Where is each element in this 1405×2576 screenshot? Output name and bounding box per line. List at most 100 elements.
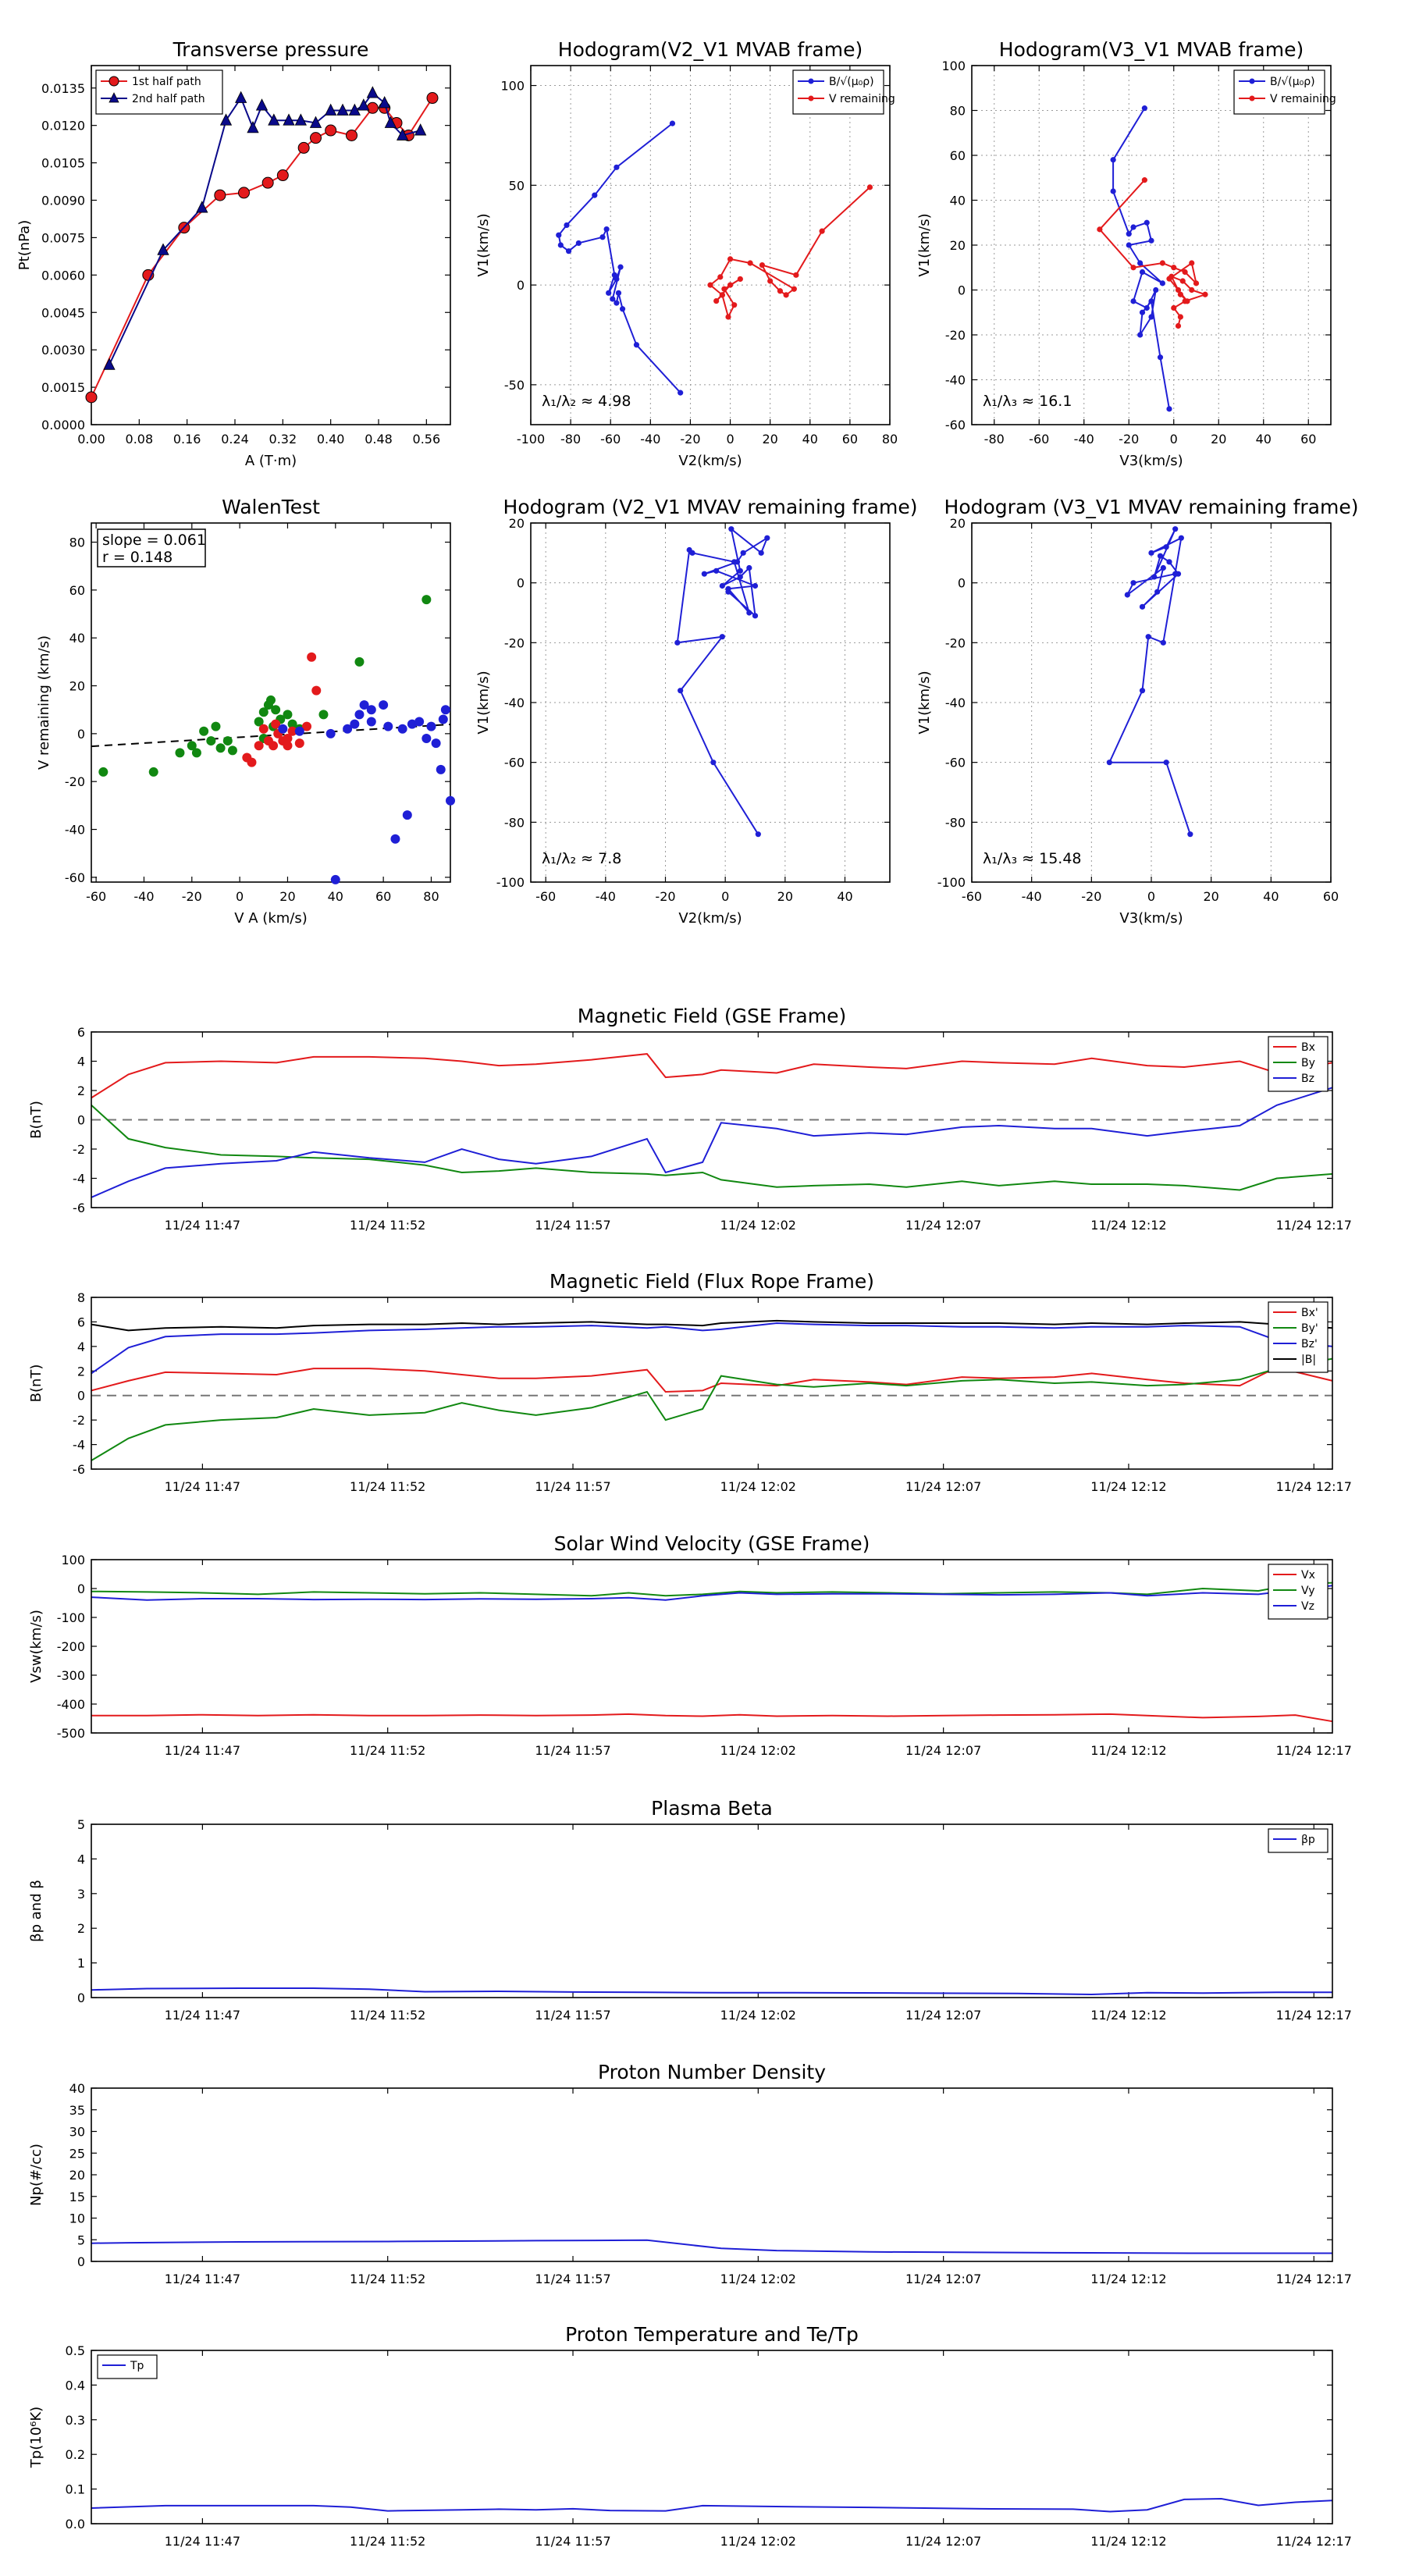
h3-xlabel: V2(km/s) xyxy=(678,910,742,927)
pt-marker-1st half path xyxy=(346,129,357,141)
h2-marker-B/√(μ₀ρ) xyxy=(1110,188,1116,194)
walen-point-blue xyxy=(436,764,446,774)
h2-marker-V remaining xyxy=(1175,322,1182,329)
np-time-tick-label: 11/24 12:17 xyxy=(1276,2272,1352,2286)
h2-marker-B/√(μ₀ρ) xyxy=(1148,298,1154,304)
pt-xlabel: A (T·m) xyxy=(245,453,297,469)
pt-marker-2nd half path xyxy=(325,103,337,116)
pt-marker-2nd half path xyxy=(196,201,208,213)
h3-marker-path xyxy=(737,568,743,574)
vsw-series-Vx xyxy=(91,1713,1333,1723)
h2-axes-frame xyxy=(971,65,1332,425)
walen-axes-frame xyxy=(91,522,451,883)
walen-xtick-label: -60 xyxy=(86,889,106,904)
pt-marker-1st half path xyxy=(297,141,310,154)
h3-series-path xyxy=(676,527,769,835)
h2-xtick-label: 20 xyxy=(1211,432,1226,447)
h2-marker-B/√(μ₀ρ) xyxy=(1139,269,1146,276)
h3-marker-path xyxy=(746,610,752,616)
walen-point-green xyxy=(215,743,226,753)
walen-point-green xyxy=(199,726,209,736)
h3-title: Hodogram (V2_V1 MVAV remaining frame) xyxy=(503,496,918,518)
h1-axes-frame xyxy=(530,65,891,425)
np-ylabel: Np(#/cc) xyxy=(28,2144,44,2206)
beta-axes-frame xyxy=(91,1823,1333,1998)
h2-ytick-label: -60 xyxy=(945,418,966,432)
mag-axes-frame xyxy=(91,1031,1333,1208)
h2-ytick-label: 100 xyxy=(941,59,966,73)
np-ytick-label: 30 xyxy=(69,2125,85,2140)
h3-axes-frame xyxy=(530,522,891,883)
pt-xtick-label: 0.00 xyxy=(77,432,105,447)
h4-ytick-label: -60 xyxy=(945,756,966,770)
h4-ytick-label: 20 xyxy=(950,516,966,531)
h4-xtick-label: 0 xyxy=(1147,889,1155,904)
h1-legend-label: V remaining xyxy=(829,93,895,105)
tp-ytick-label: 0.5 xyxy=(66,2343,85,2358)
walen-point-red xyxy=(307,652,317,662)
magfr-ytick-label: -6 xyxy=(73,1462,85,1477)
beta-time-tick-label: 11/24 11:47 xyxy=(165,2008,240,2023)
walen-point-red xyxy=(247,757,257,767)
h1-marker-V remaining xyxy=(777,288,784,294)
vsw-ytick-label: 0 xyxy=(77,1582,85,1596)
h4-xtick-label: 20 xyxy=(1203,889,1218,904)
h2-marker-B/√(μ₀ρ) xyxy=(1157,354,1164,361)
walen-point-green xyxy=(266,695,276,705)
mag-ytick-label: 4 xyxy=(77,1055,85,1069)
h1-xlabel: V2(km/s) xyxy=(678,453,742,469)
h1-marker-B/√(μ₀ρ) xyxy=(614,164,620,170)
h3-ytick-label: 20 xyxy=(509,516,525,531)
h2-marker-B/√(μ₀ρ) xyxy=(1130,298,1136,304)
h2-marker-B/√(μ₀ρ) xyxy=(1130,224,1136,230)
walen-point-green xyxy=(211,721,221,731)
h3-ytick-label: -80 xyxy=(504,815,525,830)
h3-marker-path xyxy=(737,574,743,580)
pt-series-2nd half path xyxy=(108,91,421,365)
tp-ytick-label: 0.2 xyxy=(66,2447,85,2462)
h4-ytick-label: 0 xyxy=(958,576,966,591)
beta-ylabel: βp and β xyxy=(28,1880,44,1942)
pt-legend-label: 2nd half path xyxy=(132,93,205,105)
h2-marker-V remaining xyxy=(1159,260,1165,266)
pt-axes-frame xyxy=(91,65,451,425)
mag-time-tick-label: 11/24 11:47 xyxy=(165,1218,240,1233)
h4-ytick-label: -40 xyxy=(945,696,966,710)
walen-xtick-label: 80 xyxy=(423,889,439,904)
h2-legend-label: B/√(μ₀ρ) xyxy=(1270,76,1315,88)
h3-marker-path xyxy=(764,535,770,541)
mag-legend-label: Bz xyxy=(1301,1073,1314,1085)
walen-point-green xyxy=(222,736,233,746)
pt-marker-2nd half path xyxy=(268,113,280,126)
magfr-time-tick-label: 11/24 11:57 xyxy=(535,1479,610,1494)
walen-ytick-label: 20 xyxy=(69,679,85,694)
np-ytick-label: 40 xyxy=(69,2081,85,2096)
magfr-series-By' xyxy=(91,1357,1333,1461)
np-ytick-label: 10 xyxy=(69,2211,85,2226)
magfr-series-|B| xyxy=(91,1319,1333,1332)
tp-title: Proton Temperature and Te/Tp xyxy=(565,2323,859,2346)
walen-xtick-label: 0 xyxy=(236,889,244,904)
h2-ytick-label: 60 xyxy=(950,148,966,163)
magfr-ytick-label: -4 xyxy=(73,1438,85,1453)
h1-marker-V remaining xyxy=(727,282,734,288)
vsw-ytick-label: -200 xyxy=(57,1639,85,1654)
h4-series-path xyxy=(1108,528,1191,835)
h1-marker-B/√(μ₀ρ) xyxy=(614,300,620,306)
h2-marker-B/√(μ₀ρ) xyxy=(1148,314,1154,320)
mag-series-Bx xyxy=(91,1053,1333,1099)
h1-marker-V remaining xyxy=(759,262,766,269)
np-time-tick-label: 11/24 12:02 xyxy=(720,2272,796,2286)
walen-point-blue xyxy=(330,874,340,884)
mag-ytick-label: 2 xyxy=(77,1083,85,1098)
walen-point-blue xyxy=(359,700,369,710)
h2-marker-V remaining xyxy=(1182,298,1188,304)
h2-legend-marker xyxy=(1249,95,1255,101)
magfr-ytick-label: -2 xyxy=(73,1413,85,1428)
h2-marker-B/√(μ₀ρ) xyxy=(1141,105,1147,112)
walen-point-green xyxy=(175,748,185,758)
magfr-legend-label: Bx' xyxy=(1301,1307,1318,1319)
h1-marker-V remaining xyxy=(747,260,753,266)
pt-marker-1st half path xyxy=(261,176,274,189)
h1-marker-V remaining xyxy=(767,278,774,284)
